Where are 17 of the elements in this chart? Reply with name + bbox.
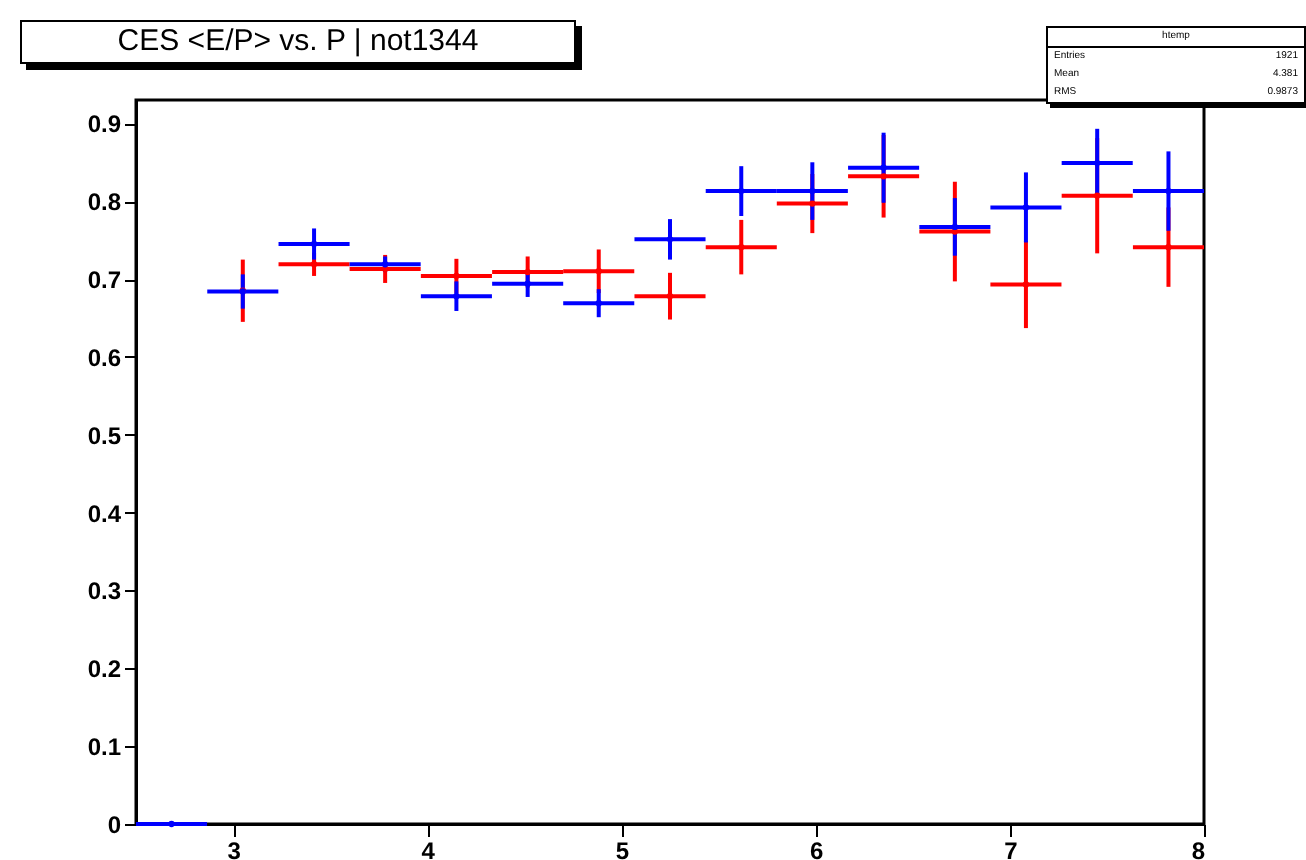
x-tick-label: 8: [1191, 837, 1206, 860]
y-tick-label: 0.3: [87, 577, 122, 606]
x-tick-label: 5: [615, 837, 630, 860]
y-tick-label: 0.7: [87, 266, 122, 295]
y-tick-label: 0.2: [87, 655, 122, 684]
x-tick-label: 3: [227, 837, 242, 860]
y-tick-label: 0.1: [87, 733, 122, 762]
y-tick-label: 0.4: [87, 499, 122, 528]
y-tick-label: 0.5: [87, 421, 122, 450]
y-tick-label: 0.8: [87, 188, 122, 217]
x-tick-label: 7: [1004, 837, 1019, 860]
y-tick-label: 0: [107, 811, 122, 839]
chart-title: CES <E/P> vs. P | not1344: [20, 20, 576, 64]
x-tick-label: 6: [809, 837, 824, 860]
x-tick-label: 4: [421, 837, 436, 860]
y-tick-label: 0.6: [87, 343, 122, 372]
y-tick-label: 0.9: [87, 110, 122, 139]
